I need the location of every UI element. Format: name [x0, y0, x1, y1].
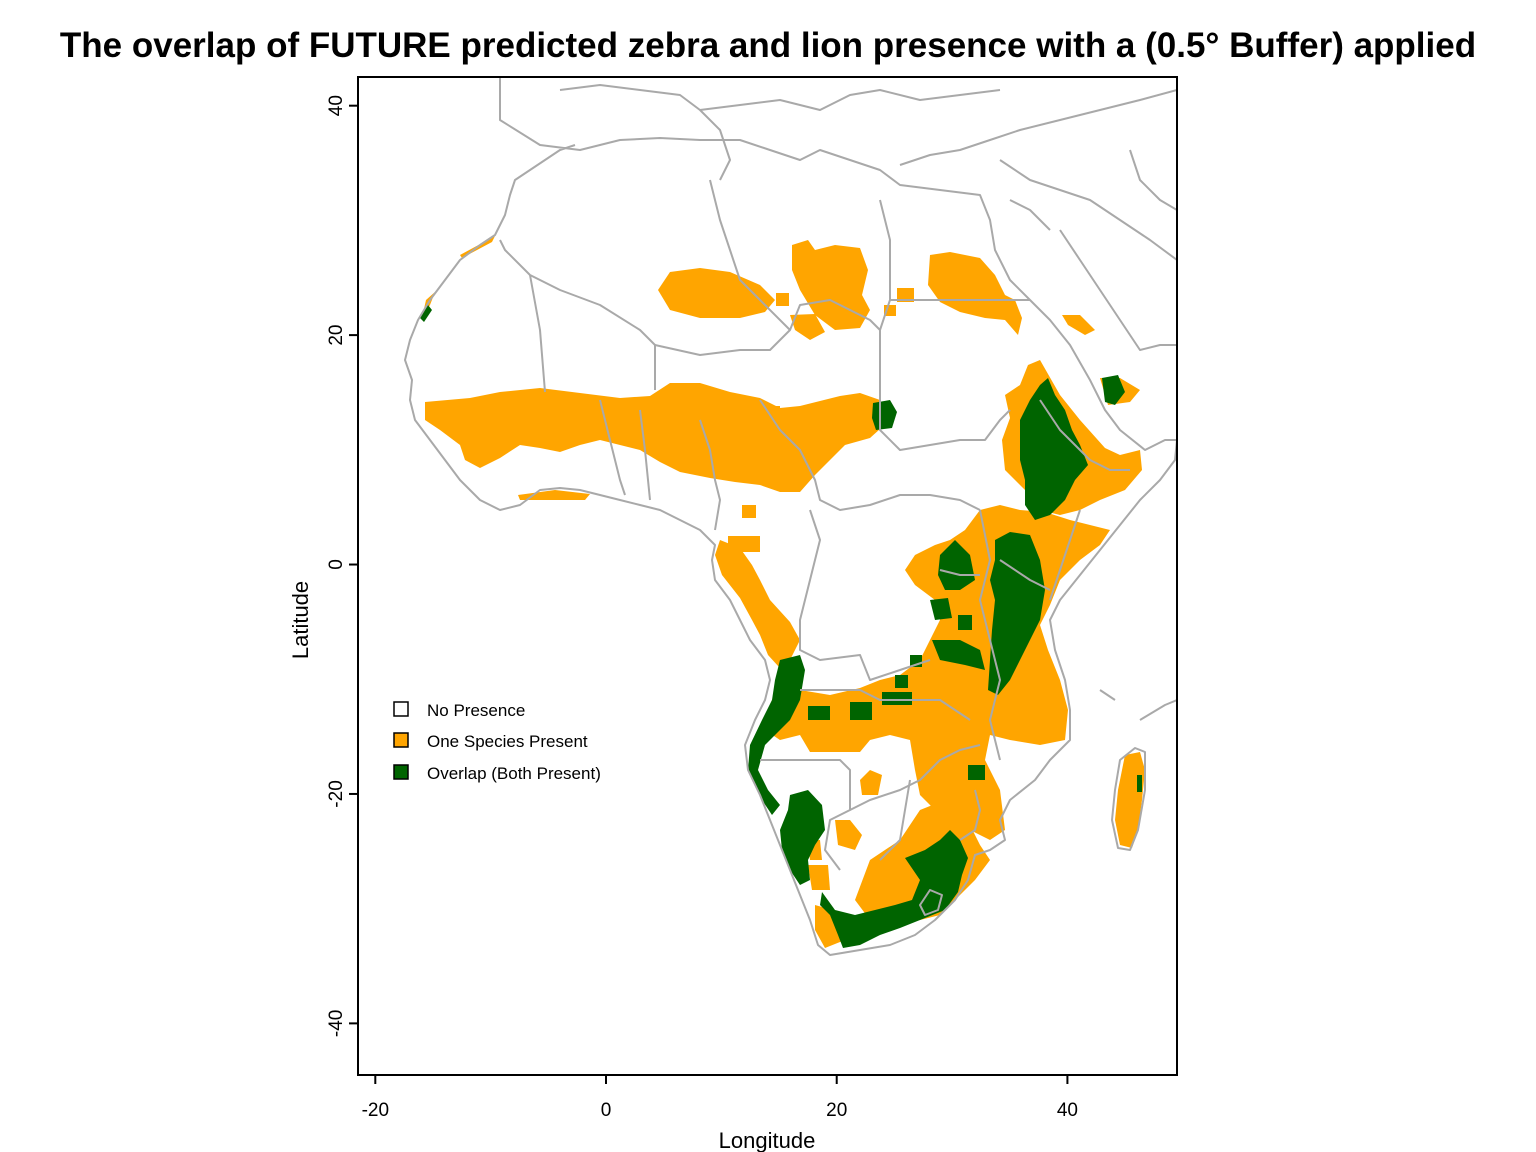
overlap-regions — [420, 305, 1142, 948]
one-species-region — [764, 406, 780, 420]
map-area — [404, 77, 1177, 956]
overlap-region — [780, 790, 825, 885]
one-species-region — [860, 770, 882, 795]
one-species-region — [792, 240, 870, 330]
overlap-region — [748, 655, 805, 815]
x-axis-label: Longitude — [719, 1128, 816, 1152]
overlap-region — [850, 702, 872, 720]
y-tick-label: 20 — [326, 325, 347, 346]
one-species-region — [518, 490, 590, 500]
overlap-region — [1102, 375, 1125, 405]
madagascar-outline — [1111, 747, 1146, 851]
x-tick-label: 0 — [601, 1100, 612, 1121]
legend-swatch-overlap — [393, 764, 409, 780]
overlap-region — [882, 692, 912, 705]
border-line — [1039, 399, 1130, 471]
border-line — [939, 569, 980, 576]
border-line — [654, 299, 881, 390]
one-species-region — [715, 505, 1110, 840]
one-species-region — [928, 252, 1022, 335]
one-species-region — [742, 505, 756, 518]
border-line — [879, 779, 911, 861]
border-line — [800, 689, 971, 721]
x-tick-label: -20 — [362, 1100, 389, 1121]
border-line — [599, 399, 626, 496]
border-line — [639, 409, 651, 501]
border-line — [529, 274, 546, 393]
coastline — [404, 77, 1177, 956]
y-tick-label: 40 — [326, 95, 347, 116]
border-line — [1009, 199, 1051, 231]
one-species-region — [835, 820, 862, 850]
overlap-region — [1020, 378, 1088, 520]
border-line — [499, 239, 656, 390]
overlap-region — [968, 765, 985, 780]
one-species-region — [897, 288, 914, 302]
border-line — [849, 744, 981, 811]
border-line — [879, 199, 891, 331]
one-species-region — [658, 268, 775, 318]
border-line — [1059, 229, 1177, 351]
map-title: The overlap of FUTURE predicted zebra an… — [60, 26, 1476, 65]
overlap-region — [988, 532, 1045, 695]
overlap-region — [958, 615, 972, 630]
legend-label-overlap: Overlap (Both Present) — [427, 764, 601, 783]
one-species-region — [790, 314, 825, 340]
y-axis: 40 20 0 -20 -40 — [326, 95, 358, 1037]
border-line — [999, 559, 1051, 591]
border-line — [709, 179, 791, 331]
overlap-region — [938, 540, 975, 590]
x-tick-label: 20 — [826, 1100, 847, 1121]
one-species-region — [776, 293, 789, 306]
country-borders — [404, 77, 1177, 956]
border-line — [899, 89, 1177, 166]
overlap-region — [895, 675, 908, 688]
overlap-region — [932, 640, 985, 670]
border-line — [799, 509, 931, 681]
one-species-region — [808, 865, 830, 890]
legend-swatch-one-species — [393, 732, 409, 748]
legend-swatch-no-presence — [393, 701, 409, 717]
border-line — [1139, 699, 1177, 721]
plot-frame — [357, 76, 1178, 1076]
overlap-region — [930, 598, 952, 620]
y-axis-label: Latitude — [288, 581, 313, 659]
legend-label-no-presence: No Presence — [427, 701, 525, 720]
overlap-region — [1137, 775, 1142, 792]
one-species-region — [425, 383, 890, 492]
border-line — [959, 789, 981, 841]
overlap-region — [872, 400, 897, 430]
y-tick-label: -20 — [326, 780, 347, 807]
border-line — [759, 399, 981, 511]
border-line — [559, 84, 1001, 111]
border-line — [760, 759, 851, 871]
border-line — [699, 109, 731, 181]
legend: No Presence One Species Present Overlap … — [393, 701, 601, 783]
overlap-region — [808, 706, 830, 720]
border-line — [919, 889, 943, 916]
x-axis: -20 0 20 40 — [362, 1075, 1078, 1121]
y-tick-label: -40 — [326, 1010, 347, 1037]
overlap-region — [820, 830, 968, 948]
border-line — [979, 509, 1001, 761]
border-line — [699, 419, 721, 531]
border-line — [999, 159, 1177, 261]
x-tick-label: 40 — [1057, 1100, 1078, 1121]
border-line — [879, 390, 1011, 451]
one-species-region — [1062, 315, 1095, 335]
one-species-region — [728, 536, 760, 552]
legend-label-one-species: One Species Present — [427, 732, 588, 751]
overlap-region — [420, 305, 432, 322]
border-line — [1049, 509, 1081, 601]
border-line — [1129, 149, 1177, 211]
y-tick-label: 0 — [326, 559, 347, 570]
border-line — [1099, 689, 1116, 701]
